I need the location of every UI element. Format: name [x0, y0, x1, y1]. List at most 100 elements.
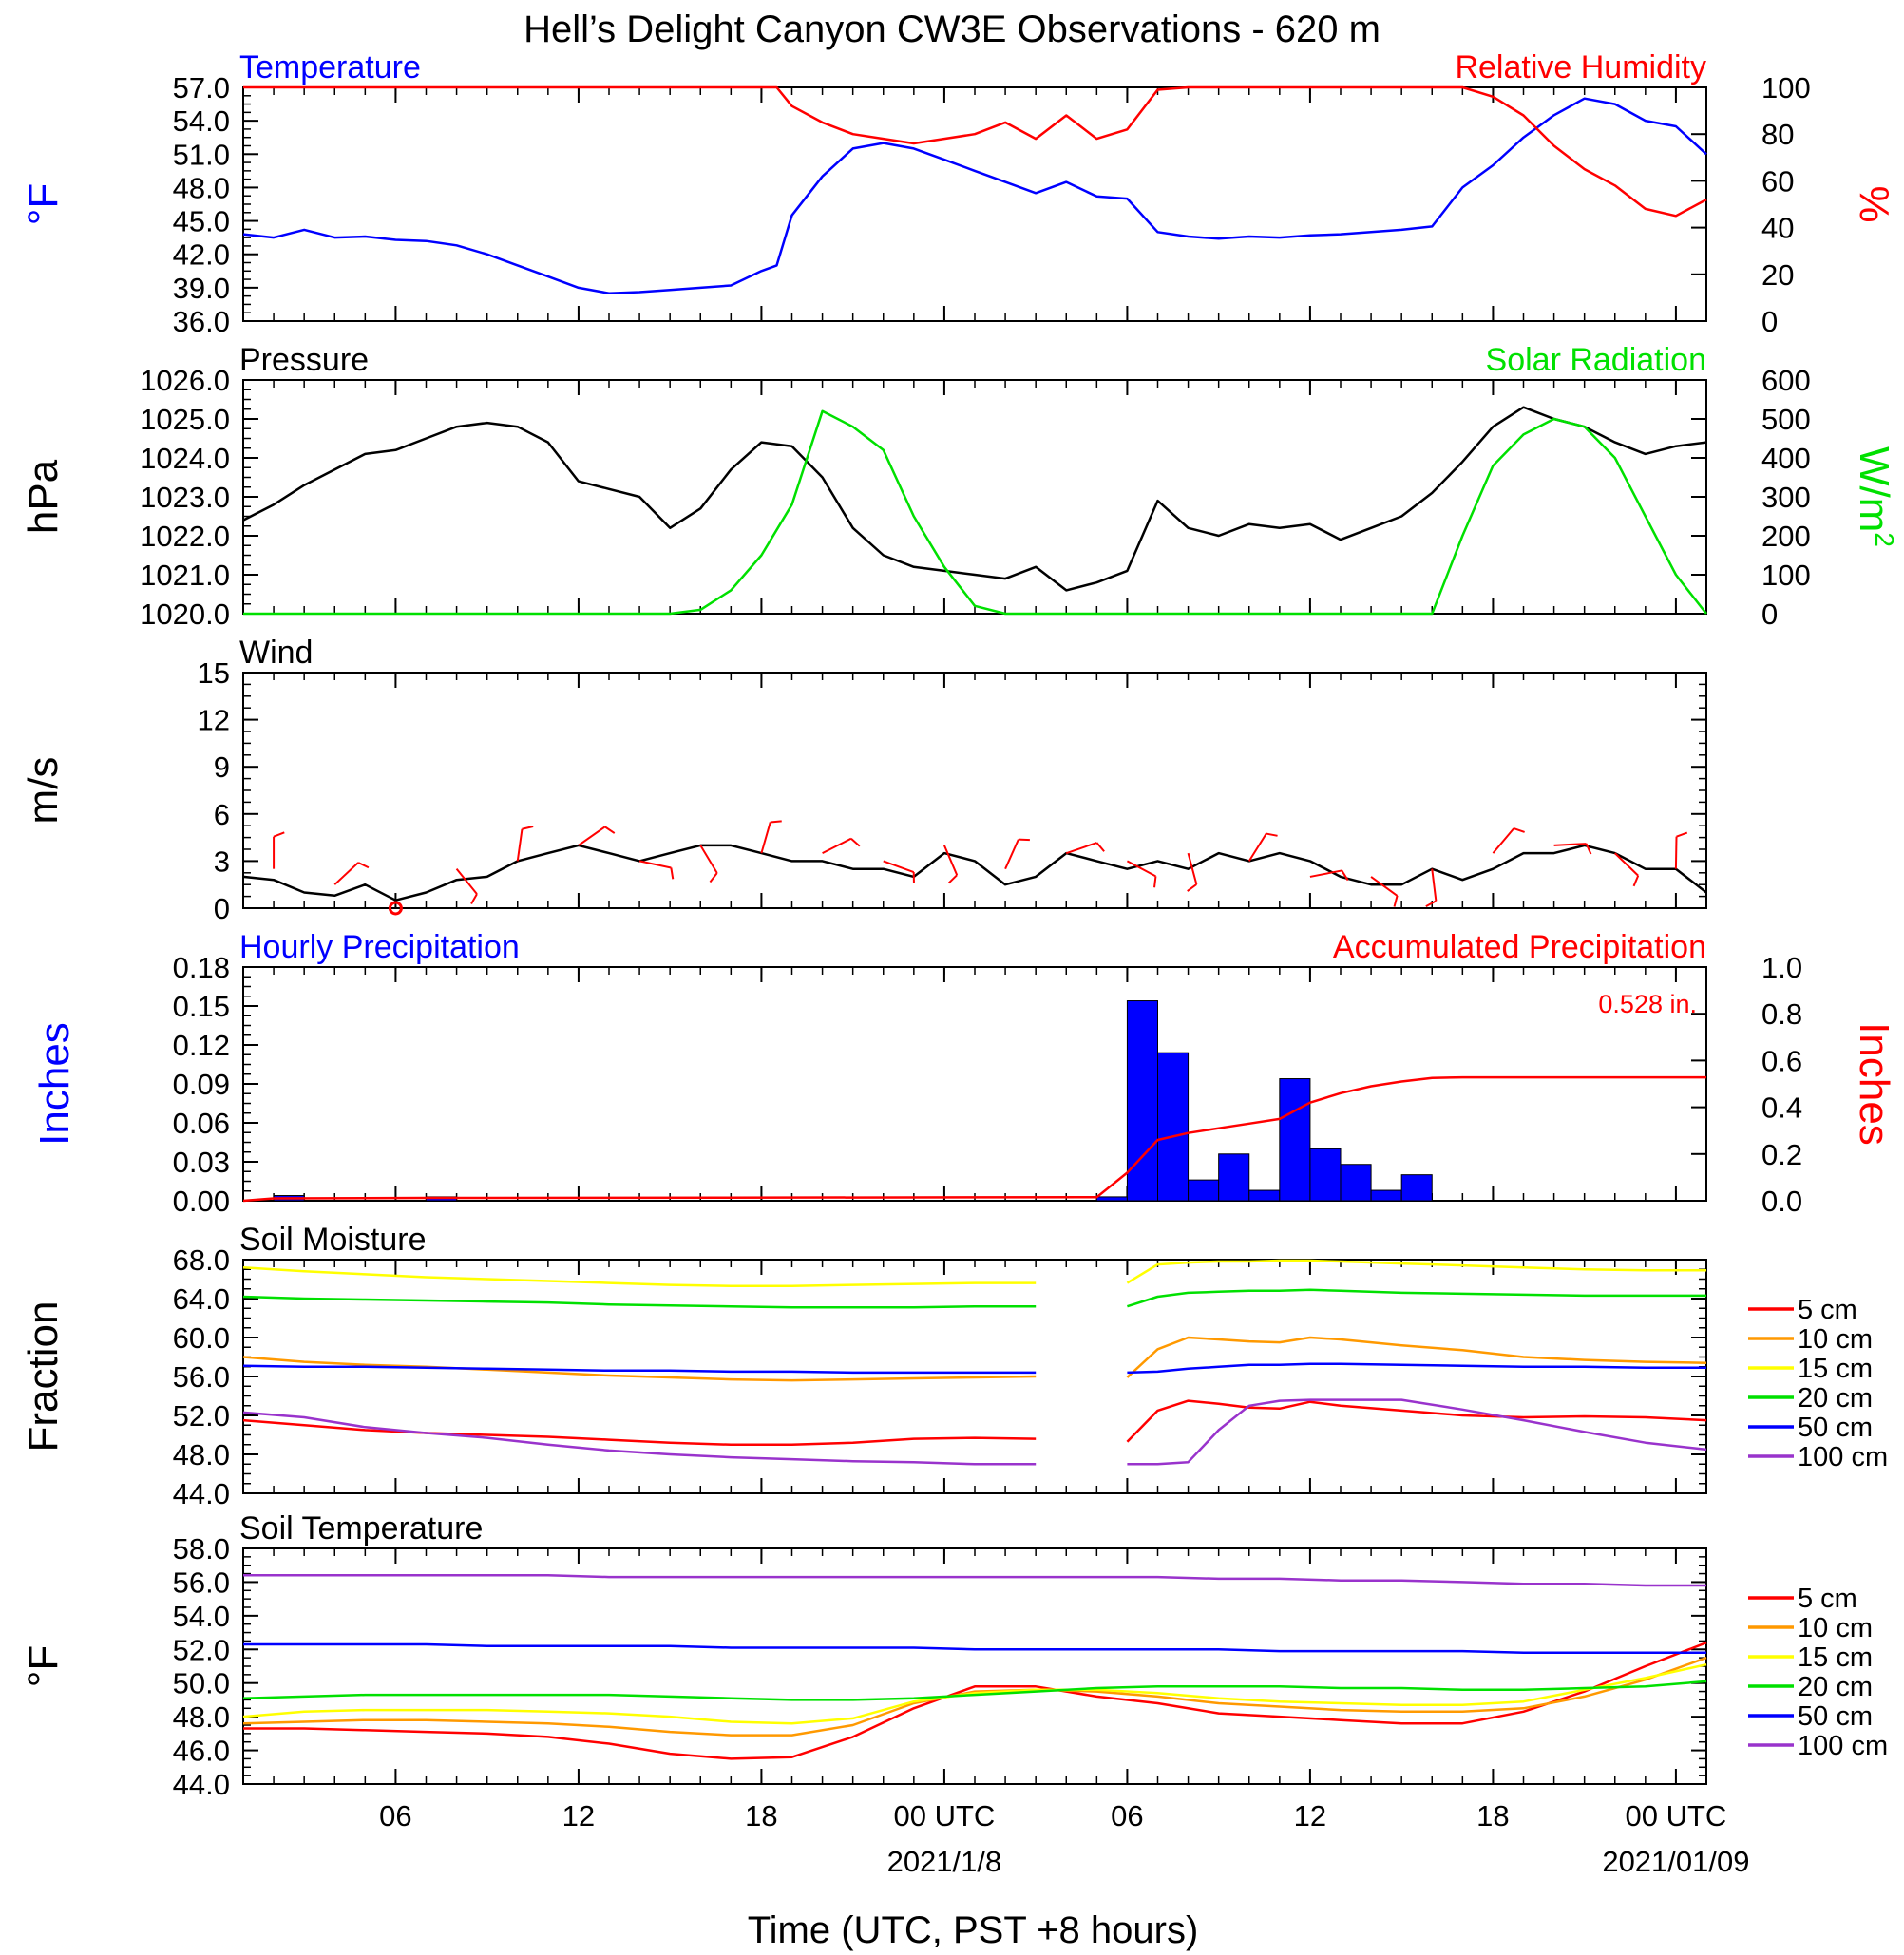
- precip-bar: [1279, 1078, 1311, 1202]
- y-left-tick-label: 44.0: [173, 1477, 230, 1510]
- y-left-tick-label: 44.0: [173, 1768, 230, 1801]
- y-left-axis-label: Fraction: [20, 1301, 67, 1452]
- x-tick-label: 18: [745, 1799, 777, 1832]
- legend-label: 15 cm: [1798, 1354, 1873, 1384]
- x-tick-label: 12: [562, 1799, 595, 1832]
- precip-bar: [1248, 1189, 1281, 1202]
- series-line-50-cm: [243, 1642, 1706, 1655]
- y-left-tick-label: 9: [214, 750, 230, 784]
- wind-barb: [1247, 833, 1267, 862]
- panel-title-right: Solar Radiation: [1486, 342, 1706, 378]
- y-left-tick-label: 39.0: [173, 272, 230, 305]
- wind-barb: [883, 860, 915, 873]
- series-line-5-cm: [242, 1399, 1707, 1447]
- wind-barb-flag: [670, 867, 675, 880]
- y-left-tick-label: 1022.0: [140, 520, 230, 553]
- panel-title-left: Soil Temperature: [239, 1510, 483, 1547]
- y-left-tick-label: 1021.0: [140, 559, 230, 592]
- series-line-wind-speed: [242, 844, 1707, 902]
- wind-barb: [1431, 868, 1438, 902]
- panel-2: 1020.0 1021.0 1022.0 1023.0 1024.0 1025.0 1026…: [20, 342, 1899, 631]
- y-left-tick-label: 52.0: [173, 1399, 230, 1433]
- y-right-tick-label: 100: [1761, 559, 1811, 592]
- panel-1: 36.039.042.045.048.051.054.057.0 0 20 40 60 8…: [20, 49, 1897, 338]
- y-left-axis-label: °F: [20, 183, 67, 225]
- wind-barb-flag: [1425, 900, 1437, 907]
- wind-barb: [516, 828, 524, 862]
- y-left-axis-label: °F: [20, 1645, 67, 1687]
- panel-6: 44.046.048.050.052.054.056.058.0 °F Soil T…: [20, 1510, 1888, 1801]
- wind-barb: [942, 845, 959, 876]
- y-left-tick-label: 0: [214, 892, 230, 925]
- y-right-axis-label: W/m2: [1851, 446, 1899, 547]
- y-left-tick-label: 0.18: [173, 951, 230, 984]
- y-left-tick-label: 36.0: [173, 305, 230, 338]
- y-left-tick-label: 48.0: [173, 1700, 230, 1734]
- y-left-tick-label: 60.0: [173, 1321, 230, 1355]
- y-left-tick-label: 48.0: [173, 1438, 230, 1471]
- precip-bar: [1309, 1148, 1342, 1202]
- wind-barb: [333, 862, 359, 885]
- y-left-tick-label: 56.0: [173, 1360, 230, 1394]
- y-left-tick-label: 3: [214, 845, 230, 878]
- wind-barb: [1370, 876, 1399, 897]
- legend-label: 50 cm: [1798, 1701, 1873, 1732]
- y-right-tick-label: 0.8: [1761, 997, 1802, 1031]
- y-left-tick-label: 52.0: [173, 1633, 230, 1666]
- y-right-tick-label: 100: [1761, 71, 1811, 104]
- wind-barb-flag: [1153, 876, 1157, 888]
- x-date-label: 2021/1/8: [887, 1845, 1002, 1878]
- panel-title-left: Soil Moisture: [239, 1222, 427, 1258]
- panel-title-left: Temperature: [239, 49, 421, 85]
- wind-barb: [1674, 836, 1678, 869]
- y-right-tick-label: 0: [1761, 305, 1778, 338]
- x-tick-label: 06: [1111, 1799, 1143, 1832]
- y-right-axis-label-superscript: 2: [1870, 532, 1899, 547]
- wind-barb-flag: [1266, 832, 1278, 837]
- x-tick-label: 00 UTC: [894, 1799, 996, 1832]
- y-right-tick-label: 40: [1761, 212, 1794, 245]
- y-left-tick-label: 54.0: [173, 1600, 230, 1633]
- wind-barb: [1309, 869, 1342, 878]
- y-right-tick-label: 20: [1761, 258, 1794, 292]
- y-right-tick-label: 0.0: [1761, 1185, 1802, 1218]
- y-right-tick-label: 500: [1761, 403, 1811, 436]
- y-right-tick-label: 0.4: [1761, 1091, 1802, 1125]
- y-left-tick-label: 1020.0: [140, 598, 230, 631]
- legend-label: 10 cm: [1798, 1324, 1873, 1355]
- panel-3: 0 3 6 9 12 15 m/s Wind: [20, 635, 1707, 925]
- panel-title-left: Wind: [239, 635, 313, 671]
- precip-bar: [1188, 1179, 1220, 1202]
- legend-label: 5 cm: [1798, 1295, 1857, 1325]
- y-left-tick-label: 0.03: [173, 1146, 230, 1179]
- series-line-15-cm: [242, 1259, 1706, 1287]
- wind-barb: [1004, 839, 1019, 870]
- x-tick-label: 12: [1294, 1799, 1326, 1832]
- wind-barb-flag: [470, 893, 478, 905]
- wind-barb-flag: [273, 831, 285, 838]
- y-left-tick-label: 56.0: [173, 1566, 230, 1599]
- series-line-solar-radiation: [243, 409, 1707, 616]
- legend-label: 15 cm: [1798, 1642, 1873, 1673]
- y-right-tick-label: 80: [1761, 118, 1794, 151]
- y-right-tick-label: 200: [1761, 520, 1811, 553]
- y-right-tick-label: 0: [1761, 598, 1778, 631]
- y-left-axis-label: hPa: [20, 459, 67, 534]
- y-left-tick-label: 48.0: [173, 171, 230, 204]
- y-left-tick-label: 57.0: [173, 71, 230, 104]
- x-tick-label: 06: [379, 1799, 411, 1832]
- y-left-tick-label: 12: [198, 704, 230, 737]
- wind-barb: [1553, 843, 1587, 846]
- y-left-tick-label: 54.0: [173, 104, 230, 138]
- wind-barb: [455, 868, 478, 895]
- y-right-axis-label: %: [1851, 185, 1897, 222]
- y-left-tick-label: 50.0: [173, 1667, 230, 1700]
- chart-title: Hell’s Delight Canyon CW3E Observations …: [524, 9, 1380, 50]
- series-line-20-cm: [242, 1288, 1706, 1309]
- y-left-tick-label: 0.09: [173, 1068, 230, 1101]
- series-line-5-cm: [243, 1642, 1707, 1760]
- wind-barb: [1187, 852, 1198, 885]
- wind-barb: [699, 845, 718, 874]
- x-date-label: 2021/01/09: [1602, 1845, 1749, 1878]
- wind-barb-flag: [1393, 895, 1399, 907]
